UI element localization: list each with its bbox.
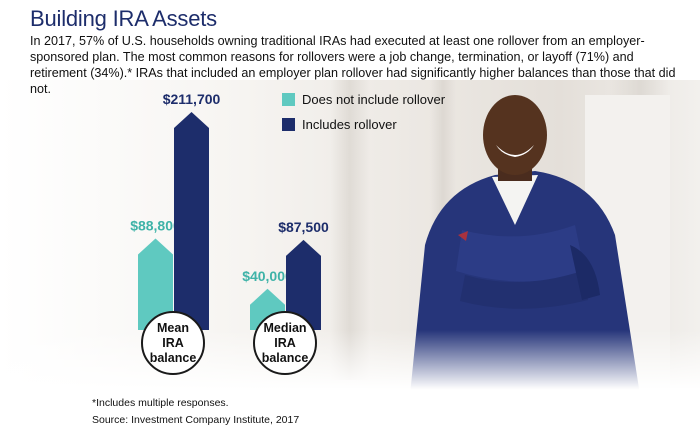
category-label-median-text: Median IRA balance <box>261 320 309 365</box>
intro-paragraph: In 2017, 57% of U.S. households owning t… <box>30 34 676 96</box>
category-label-mean: Mean IRA balance <box>141 311 205 375</box>
legend-swatch-navy <box>282 118 295 131</box>
legend-label-rollover: Includes rollover <box>302 117 397 132</box>
legend-swatch-teal <box>282 93 295 106</box>
category-label-median: Median IRA balance <box>253 311 317 375</box>
bar-no-rollover-mean <box>138 238 173 330</box>
bar-rollover-mean <box>174 112 209 330</box>
data-label-rollover-mean: $211,700 <box>163 91 221 107</box>
data-label-no-rollover-median: $40,000 <box>242 268 293 284</box>
bar-rollover-median <box>286 239 321 330</box>
data-label-no-rollover-mean: $88,800 <box>130 218 181 234</box>
category-label-mean-text: Mean IRA balance <box>149 320 197 365</box>
data-label-rollover-median: $87,500 <box>278 219 329 235</box>
footnote: *Includes multiple responses. <box>92 397 229 409</box>
page-title: Building IRA Assets <box>30 6 217 31</box>
source-note: Source: Investment Company Institute, 20… <box>92 414 300 426</box>
legend-label-no-rollover: Does not include rollover <box>302 92 446 107</box>
photo-fade <box>0 330 700 400</box>
